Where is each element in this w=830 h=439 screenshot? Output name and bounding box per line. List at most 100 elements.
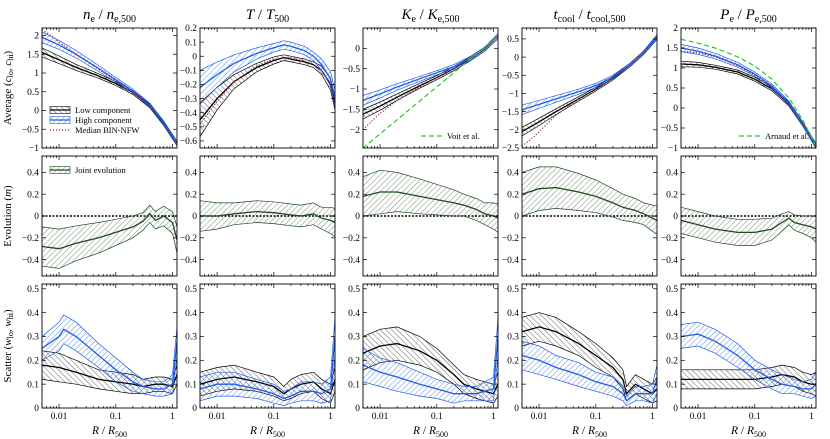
reference-legend-label: Voit et al.	[447, 131, 480, 141]
reference-line	[363, 35, 498, 148]
median-line	[522, 36, 657, 147]
joint-band-lower	[363, 211, 498, 233]
y-tick-label: 0.3	[507, 333, 519, 343]
panel-r1-c0: −0.4 −0.2 0 0.2 0.4	[22, 155, 178, 277]
y-tick-label: −1	[350, 85, 360, 95]
y-tick-label: 0.1	[185, 38, 197, 48]
y-tick-label: 0.3	[348, 333, 360, 343]
y-tick-label: 0.2	[666, 190, 678, 200]
x-tick-label: 1	[650, 412, 655, 422]
median-line	[200, 56, 335, 125]
high-band	[363, 317, 498, 404]
x-tick-label: 0.1	[749, 412, 761, 422]
panel-frame	[199, 27, 336, 149]
panel-frame	[362, 27, 499, 149]
x-tick-label: 0.01	[531, 412, 548, 422]
joint-mean-line	[42, 212, 177, 250]
joint-band-lower	[200, 222, 335, 237]
high-mean-line	[200, 336, 335, 400]
y-tick-label: 0	[192, 404, 197, 414]
y-tick-label: 0.5	[27, 285, 39, 295]
y-tick-label: −0.5	[343, 65, 360, 75]
joint-band-upper	[363, 169, 498, 205]
high-mean-line	[681, 47, 816, 147]
joint-band	[681, 207, 816, 246]
y-tick-label: 0	[514, 212, 519, 222]
row-label: Scatter (wlo, whi)	[2, 309, 15, 383]
low-band	[522, 34, 657, 136]
y-tick-label: 0.1	[507, 380, 519, 390]
y-tick-label: −1.5	[502, 108, 519, 118]
joint-band	[42, 205, 177, 269]
y-tick-label: 0.4	[666, 169, 678, 179]
high-band	[363, 33, 498, 106]
x-tick-label: 0.1	[268, 412, 280, 422]
y-tick-label: 1	[673, 64, 678, 74]
y-tick-label: 0.4	[185, 169, 197, 179]
y-tick-label: 2	[673, 24, 678, 34]
y-tick-label: −0.1	[180, 67, 197, 77]
median-line	[363, 35, 498, 131]
column-title: T / T500	[246, 7, 289, 25]
y-tick-label: −0.2	[180, 81, 197, 91]
y-tick-label: 0.5	[507, 35, 519, 45]
y-tick-label: 0	[34, 107, 39, 117]
panel-r0-c4: −1 −0.5 0 0.5 1 1.5 2 Arnaud et al.	[661, 24, 817, 154]
y-tick-label: 0.2	[348, 190, 360, 200]
high-band-upper	[522, 340, 657, 397]
panel-frame	[199, 283, 336, 409]
y-tick-label: 0.5	[507, 285, 519, 295]
y-tick-label: 0.5	[666, 84, 678, 94]
y-tick-label: 0	[673, 212, 678, 222]
y-tick-label: −0.4	[180, 109, 197, 119]
high-band-lower	[522, 369, 657, 407]
y-tick-label: 0.4	[666, 309, 678, 319]
x-axis-label: R / R500	[249, 425, 285, 439]
legend-label-low: Low component	[75, 105, 131, 115]
panel-r1-c2: −0.4 −0.2 0 0.2 0.4	[343, 155, 499, 277]
y-tick-label: 0	[355, 404, 360, 414]
y-tick-label: 0.5	[666, 285, 678, 295]
joint-band	[522, 166, 657, 235]
x-tick-label: 0.1	[590, 412, 602, 422]
joint-band-upper	[522, 166, 657, 207]
high-band	[522, 341, 657, 406]
panel-r2-c0: 0 0.1 0.2 0.3 0.4 0.5 0.01 0.1 1 R / R500	[27, 283, 178, 439]
y-tick-label: 0.1	[185, 380, 197, 390]
panel-r0-c1: −0.6 −0.5 −0.4 −0.3 −0.2 −0.1 0 0.1 0.2	[180, 24, 336, 149]
panel-r1-c3: −0.4 −0.2 0 0.2 0.4	[502, 155, 658, 277]
joint-band-lower	[42, 221, 177, 269]
low-band-upper	[522, 312, 657, 388]
y-tick-label: 0.4	[27, 309, 39, 319]
low-band-upper	[363, 33, 498, 110]
y-tick-label: 0.5	[185, 285, 197, 295]
panel-frame	[362, 283, 499, 409]
column-titles: ne / ne,500 T / T500 Ke / Ke,500 tcool / tc…	[83, 7, 777, 25]
high-mean-line	[681, 333, 816, 390]
joint-band-upper	[681, 206, 816, 220]
x-axis-label: R / R500	[730, 425, 766, 439]
panel-frame	[680, 27, 817, 149]
y-tick-label: −1	[509, 90, 519, 100]
high-band-lower	[681, 345, 816, 399]
y-tick-label: 0	[514, 404, 519, 414]
x-tick-label: 1	[328, 412, 333, 422]
column-title: Pe / Pe,500	[719, 7, 776, 25]
y-tick-label: 0.4	[507, 169, 519, 179]
panel-frame	[680, 283, 817, 409]
y-tick-label: −0.5	[502, 71, 519, 81]
high-band-upper	[522, 34, 657, 106]
high-mean-line	[522, 354, 657, 402]
y-tick-label: 0.2	[185, 357, 197, 367]
panel-r0-c3: −2.5 −2 −1.5 −1 −0.5 0 0.5	[502, 27, 658, 154]
y-tick-label: 0.4	[348, 309, 360, 319]
y-tick-label: −0.2	[343, 234, 360, 244]
row-label: Evolution (m)	[2, 185, 14, 247]
y-tick-label: −0.5	[661, 124, 678, 134]
y-tick-label: 0.2	[185, 24, 197, 34]
y-tick-label: 0.4	[348, 169, 360, 179]
high-band-lower	[363, 355, 498, 404]
median-line	[681, 50, 816, 147]
